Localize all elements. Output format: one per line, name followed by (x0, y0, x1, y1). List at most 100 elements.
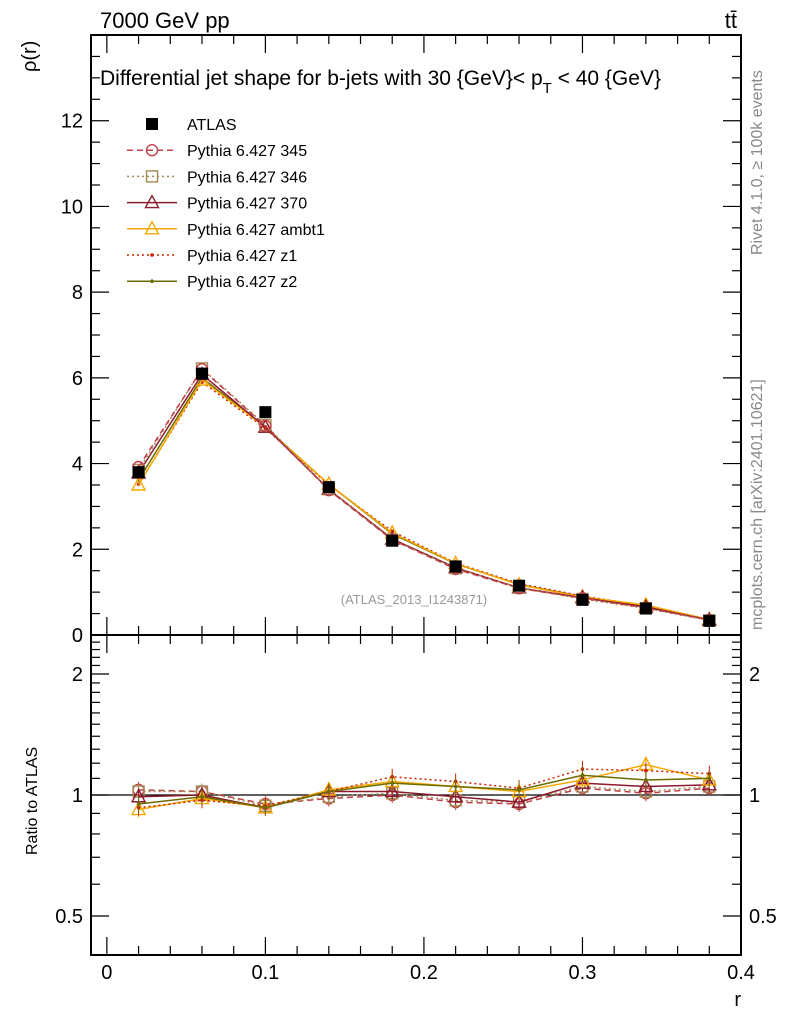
ratio-series-pythia-6-427-z2 (136, 767, 712, 816)
y-tick-label: 12 (61, 111, 83, 133)
ratio-data-point (701, 776, 717, 791)
main-plot-series (130, 362, 717, 627)
data-point (449, 560, 462, 573)
ratio-data-point (574, 774, 591, 789)
legend-label: ATLAS (187, 117, 237, 134)
legend-marker (150, 253, 154, 257)
legend-marker (145, 170, 159, 183)
x-tick-label: 0.1 (251, 962, 279, 984)
data-point (576, 593, 589, 606)
series-pythia-6-427-ambt1 (130, 371, 717, 626)
legend-label: Pythia 6.427 346 (187, 169, 307, 186)
legend-marker (146, 118, 158, 130)
ratio-y-tick-label: 2 (72, 664, 83, 686)
data-point (259, 406, 272, 419)
ratio-series-line (138, 774, 710, 809)
ratio-data-point (447, 788, 464, 803)
data-point (386, 534, 399, 547)
x-tick-label: 0.3 (569, 962, 597, 984)
energy-label: 7000 GeV pp (100, 8, 230, 33)
series-line (137, 373, 710, 621)
ratio-data-point (327, 789, 331, 794)
ratio-y-tick-label-right: 2 (749, 664, 760, 686)
data-point (513, 579, 526, 592)
series-line (137, 378, 710, 621)
main-plot-title-tail: < 40 {GeV} (552, 67, 661, 90)
y-tick-label: 2 (72, 539, 83, 561)
y-tick-label: 10 (61, 196, 83, 218)
main-plot-ticks: 0 2 4 6 8 10 12 (61, 34, 742, 647)
data-point (639, 602, 652, 615)
series-pythia-6-427-346 (132, 362, 716, 627)
legend-entry: Pythia 6.427 370 (127, 194, 307, 213)
legend-marker (144, 194, 160, 209)
legend-entry: Pythia 6.427 z2 (127, 274, 297, 291)
ratio-y-tick-label: 0.5 (55, 906, 83, 928)
legend-entry: Pythia 6.427 346 (127, 169, 307, 186)
legend-entry: Pythia 6.427 ambt1 (127, 220, 325, 239)
main-plot-panel: 0 2 4 6 8 10 12 ρ(r) Differential jet shape fo… (19, 34, 742, 647)
ratio-y-axis-label: Ratio to ATLAS (24, 747, 41, 855)
ratio-data-point (574, 771, 591, 786)
main-y-axis-label: ρ(r) (19, 41, 41, 72)
series-line (137, 381, 710, 620)
ratio-series-pythia-6-427-ambt1 (130, 756, 717, 818)
ratio-data-point (644, 778, 648, 782)
ratio-plot-panel: 0.5 0.5 1 1 2 2 0 0.1 0.2 0.3 0.4 Ratio to ATLAS r (24, 634, 777, 1011)
legend-label: Pythia 6.427 ambt1 (187, 222, 325, 239)
rivet-label: Rivet 4.1.0, ≥ 100k events (749, 70, 766, 255)
ratio-plot-series (130, 756, 717, 818)
legend: ATLAS Pythia 6.427 345 Pythia 6.427 346 Pyt… (127, 117, 325, 291)
y-tick-label: 4 (72, 454, 83, 476)
series-atlas (132, 367, 716, 627)
ratio-data-point (517, 788, 521, 792)
series-pythia-6-427-370 (130, 365, 717, 626)
data-point (130, 476, 147, 491)
data-point (132, 466, 145, 479)
ratio-data-point (580, 773, 585, 778)
ratio-plot-frame (90, 634, 742, 956)
ratio-data-point (644, 768, 648, 773)
watermark-text: (ATLAS_2013_I1243871) (341, 592, 487, 607)
legend-label: Pythia 6.427 370 (187, 196, 307, 213)
ratio-series-line (138, 785, 710, 807)
ratio-data-point (136, 802, 141, 806)
ratio-data-point (384, 783, 400, 798)
legend-label: Pythia 6.427 345 (187, 143, 307, 160)
ratio-plot-ticks: 0.5 0.5 1 1 2 2 0 0.1 0.2 0.3 0.4 (55, 635, 777, 984)
data-point (703, 614, 716, 627)
legend-entry: ATLAS (146, 117, 237, 134)
data-point (195, 367, 208, 380)
ratio-data-point (263, 805, 268, 810)
series-line (137, 367, 710, 622)
series-pythia-6-427-z2 (136, 376, 712, 622)
y-tick-label: 8 (72, 282, 83, 304)
legend-marker (150, 279, 154, 284)
legend-marker (144, 220, 160, 235)
ratio-y-tick-label-right: 0.5 (749, 906, 777, 928)
series-line (137, 376, 710, 621)
y-tick-label: 0 (72, 625, 83, 647)
legend-marker (145, 143, 159, 157)
process-label: tt̄ (725, 8, 737, 33)
ratio-series-line (138, 782, 710, 809)
x-axis-label: r (734, 989, 741, 1011)
legend-entry: Pythia 6.427 z1 (127, 248, 297, 265)
main-plot-title-main: Differential jet shape for b-jets with 3… (100, 67, 543, 90)
x-tick-label: 0 (101, 962, 112, 984)
y-tick-label: 6 (72, 368, 83, 390)
legend-entry: Pythia 6.427 345 (127, 143, 307, 160)
ratio-series-line (138, 787, 710, 805)
series-line (137, 368, 710, 621)
ratio-data-point (453, 784, 458, 789)
main-plot-title-subscript: T (543, 80, 552, 97)
ratio-data-point (707, 776, 712, 781)
series-pythia-6-427-345 (132, 363, 716, 627)
ratio-data-point (638, 778, 654, 793)
x-tick-label: 0.4 (727, 962, 755, 984)
ratio-series-line (138, 768, 710, 809)
ratio-data-point (200, 794, 204, 799)
data-point (259, 419, 272, 433)
legend-label: Pythia 6.427 z2 (187, 274, 297, 291)
